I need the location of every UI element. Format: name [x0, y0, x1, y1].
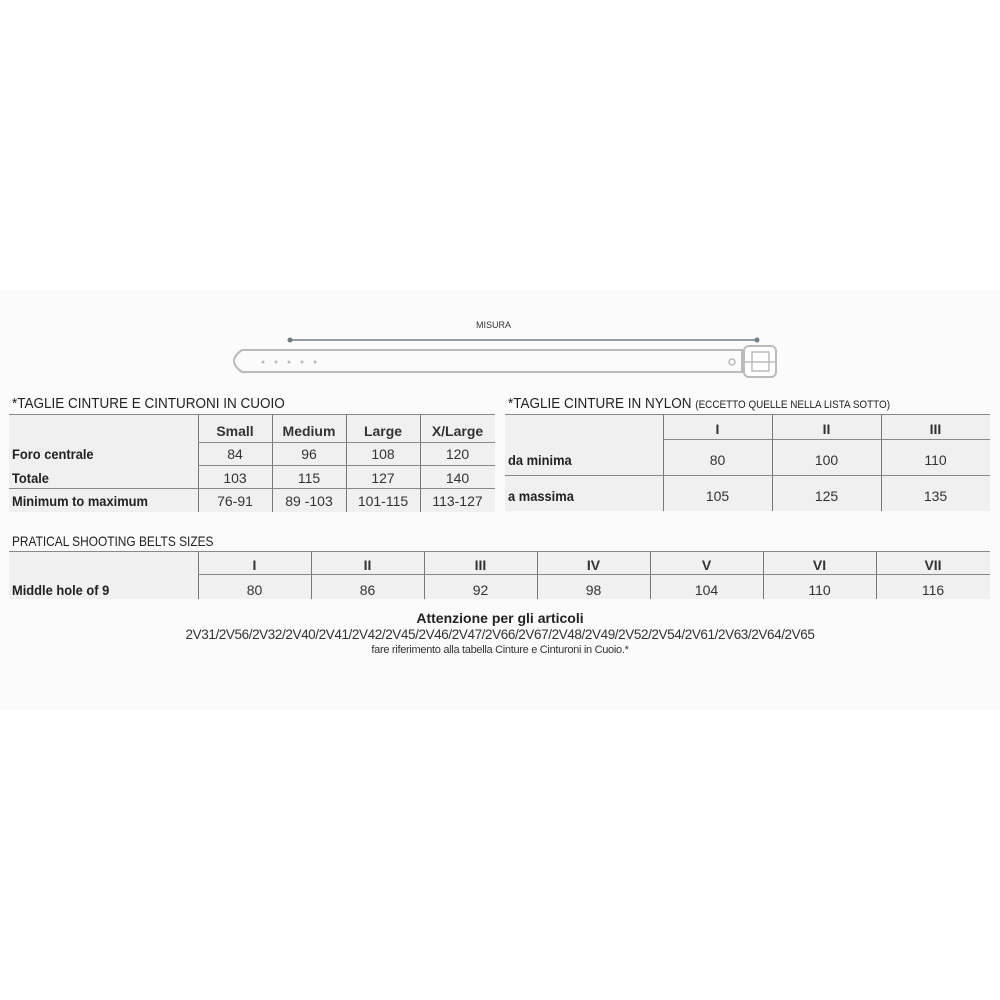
cell: 115 [297, 470, 321, 486]
cell: 116 [921, 582, 945, 598]
cell: 135 [923, 488, 948, 504]
cell: 92 [472, 582, 489, 598]
nylon-title: *TAGLIE CINTURE IN NYLON (ECCETTO QUELLE… [508, 395, 890, 412]
column-header: VI [812, 557, 827, 573]
row-label: Totale [12, 470, 49, 486]
cell: 101-115 [357, 493, 409, 509]
column-header: III [474, 557, 487, 573]
cell: 105 [705, 488, 730, 504]
cell: 86 [359, 582, 376, 598]
column-header: I [252, 557, 257, 573]
cell: 110 [924, 452, 947, 468]
cell: 127 [371, 470, 395, 486]
nylon-table: I II III da minima 80 100 110 a massima … [505, 414, 990, 511]
column-header: Small [216, 423, 254, 439]
cell: 110 [808, 582, 831, 598]
cell: 104 [694, 582, 719, 598]
column-header: II [822, 421, 831, 437]
row-label: a massima [508, 488, 574, 504]
cell: 120 [445, 446, 470, 462]
row-label: Middle hole of 9 [12, 582, 110, 598]
shooting-table: I II III IV V VI VII Middle hole of 9 80… [9, 551, 990, 599]
leather-title: *TAGLIE CINTURE E CINTURONI IN CUOIO [12, 395, 285, 412]
shooting-title: PRATICAL SHOOTING BELTS SIZES [12, 533, 214, 549]
column-header: Large [363, 423, 403, 439]
column-header: Medium [282, 423, 336, 439]
cell: 80 [246, 582, 263, 598]
cell: 89 -103 [285, 493, 333, 509]
column-header: VII [924, 557, 942, 573]
cell: 100 [814, 452, 839, 468]
column-header: II [363, 557, 372, 573]
measure-label: MISURA [476, 320, 512, 330]
note-text: fare riferimento alla tabella Cinture e … [371, 644, 629, 656]
note-heading: Attenzione per gli articoli [416, 610, 584, 626]
note-articles: 2V31/2V56/2V32/2V40/2V41/2V42/2V45/2V46/… [185, 627, 815, 642]
cell: 96 [301, 446, 317, 462]
leather-table: Small Medium Large X/Large Foro centrale… [9, 414, 495, 512]
column-header: IV [586, 557, 601, 573]
nylon-subtitle: (ECCETTO QUELLE NELLA LISTA SOTTO) [695, 399, 891, 411]
cell: 84 [227, 446, 243, 462]
column-header: X/Large [431, 423, 484, 439]
column-header: V [701, 557, 712, 573]
column-header: III [929, 421, 942, 437]
column-header: I [715, 421, 720, 437]
row-label: Foro centrale [12, 446, 94, 462]
row-label: da minima [508, 452, 572, 468]
cell: 113-127 [432, 493, 483, 509]
cell: 98 [585, 582, 602, 598]
cell: 76-91 [217, 493, 253, 509]
cell: 140 [445, 470, 470, 486]
cell: 108 [371, 446, 395, 462]
belt-icon [233, 337, 777, 378]
nylon-title-text: *TAGLIE CINTURE IN NYLON [508, 395, 692, 412]
cell: 125 [814, 488, 839, 504]
cell: 103 [223, 470, 247, 486]
cell: 80 [709, 452, 726, 468]
row-label: Minimum to maximum [12, 493, 148, 509]
